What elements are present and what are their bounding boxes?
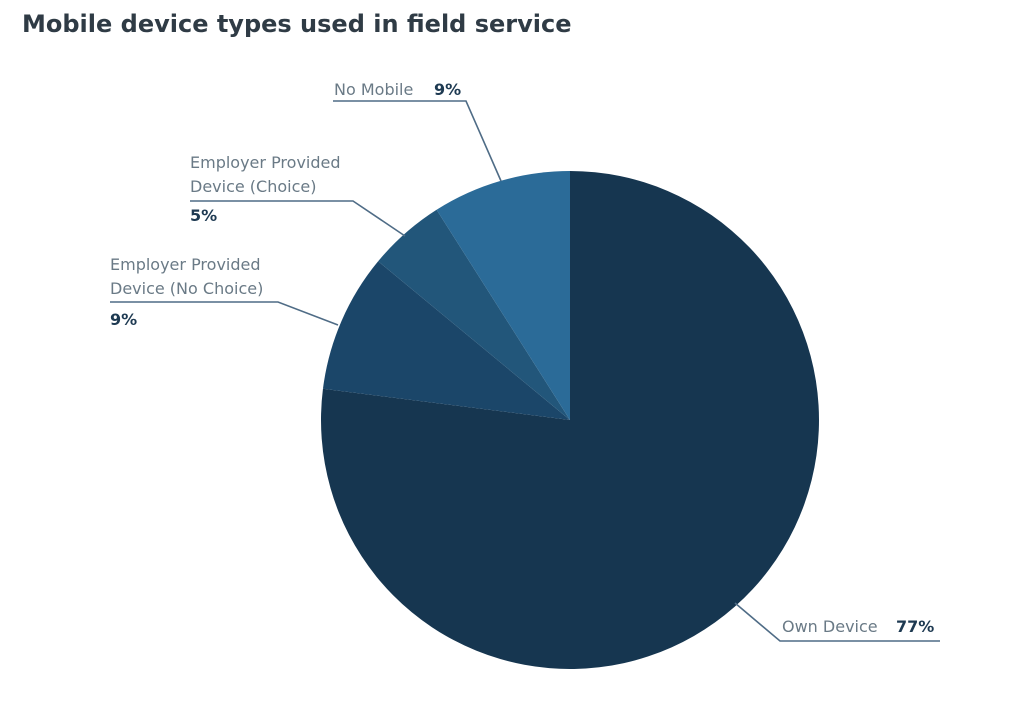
pie-labels: Own Device 77% No Mobile 9% Employer Provide… (110, 80, 940, 642)
leader-line-employer-choice (190, 200, 406, 237)
pie-slices (321, 171, 820, 669)
leader-line-no-mobile (333, 100, 502, 182)
label-employer-no-choice-name-line2: Device (No Choice) (110, 279, 263, 298)
label-employer-no-choice-name-line1: Employer Provided (110, 255, 261, 274)
label-employer-choice-name-line2: Device (Choice) (190, 177, 316, 196)
chart-title: Mobile device types used in field servic… (22, 10, 572, 38)
label-no-mobile-value: 9% (434, 80, 461, 99)
pie-slice-no-mobile (436, 171, 570, 420)
leader-line-employer-no-choice (110, 301, 339, 326)
label-own-device-value: 77% (896, 617, 934, 636)
label-employer-choice-value: 5% (190, 206, 217, 225)
label-employer-choice-name-line1: Employer Provided (190, 153, 341, 172)
label-own-device-name: Own Device (782, 617, 878, 636)
pie-slice-employer-choice (378, 209, 570, 420)
label-no-mobile-name: No Mobile (334, 80, 413, 99)
label-employer-no-choice-value: 9% (110, 310, 137, 329)
pie-slice-employer-no-choice (322, 261, 570, 420)
leader-line-own-device (734, 602, 940, 642)
